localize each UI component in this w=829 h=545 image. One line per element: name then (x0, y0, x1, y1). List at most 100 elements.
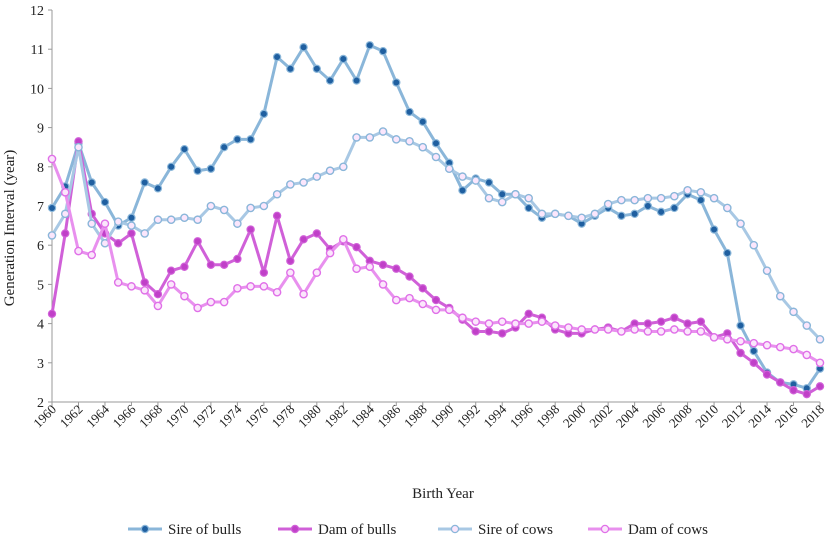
data-point (709, 333, 719, 342)
x-tick-label: 2002 (586, 402, 615, 431)
legend: Sire of bulls Dam of bulls Sire of cows Dam… (128, 522, 708, 538)
data-point (723, 248, 732, 258)
data-point (683, 327, 692, 336)
x-tick-label: 1978 (268, 402, 297, 431)
data-point (166, 215, 176, 225)
data-point (789, 344, 798, 354)
legend-swatch-marker (450, 524, 460, 534)
data-point (511, 319, 520, 328)
data-point (392, 78, 401, 87)
data-point (749, 346, 758, 356)
data-point (259, 268, 269, 277)
legend-swatch-marker (290, 524, 300, 534)
data-point (206, 297, 216, 307)
data-point (246, 225, 255, 234)
data-point (286, 256, 295, 266)
data-point (643, 319, 653, 328)
data-point (802, 389, 811, 399)
data-point (365, 41, 374, 50)
data-point (444, 164, 454, 174)
y-axis-label: Generation Interval (year) (2, 150, 18, 307)
y-tick-label: 9 (37, 122, 44, 137)
legend-label: Dam of bulls (318, 522, 396, 538)
data-point (617, 195, 626, 205)
x-tick-label: 2008 (666, 402, 695, 431)
data-point (683, 319, 692, 328)
data-point (47, 231, 57, 240)
y-tick-label: 12 (30, 4, 44, 19)
data-point (405, 293, 414, 303)
data-point (497, 317, 507, 326)
data-point (339, 162, 348, 172)
data-point (643, 327, 653, 336)
data-point (391, 135, 401, 144)
data-point (299, 289, 308, 299)
data-point (405, 107, 414, 117)
data-point (153, 215, 163, 225)
data-point (670, 191, 679, 201)
data-point (776, 378, 785, 387)
data-point (60, 209, 70, 219)
x-tick-label: 2006 (639, 401, 668, 430)
data-point (498, 190, 507, 199)
x-tick-label: 2000 (560, 402, 589, 431)
data-point (193, 215, 202, 225)
data-point (789, 307, 798, 317)
data-point (127, 213, 136, 222)
data-point (352, 264, 361, 274)
data-point (484, 327, 494, 336)
data-point (206, 164, 216, 173)
data-point (299, 235, 308, 244)
data-point (617, 327, 626, 336)
data-point (524, 319, 533, 328)
data-point (696, 327, 706, 336)
series-sire-of-bulls (47, 41, 825, 393)
data-point (590, 209, 600, 219)
data-point (47, 154, 57, 164)
data-point (365, 262, 375, 272)
data-point (352, 242, 361, 252)
data-point (471, 327, 480, 336)
data-point (537, 317, 547, 326)
data-point (153, 301, 163, 311)
data-point (696, 195, 706, 205)
data-point (643, 193, 653, 203)
data-point (537, 209, 547, 219)
data-point (272, 52, 282, 62)
data-point (60, 187, 70, 197)
data-point (312, 229, 322, 238)
data-point (246, 282, 255, 291)
x-tick-label: 1968 (136, 402, 165, 431)
data-point (352, 133, 361, 142)
x-tick-label: 1964 (83, 401, 112, 430)
data-point (233, 284, 242, 293)
x-tick-label: 1972 (189, 402, 218, 431)
y-tick-label: 2 (37, 396, 44, 411)
data-point (193, 166, 202, 175)
data-point (524, 309, 533, 318)
data-point (352, 76, 361, 85)
data-point (775, 291, 785, 301)
data-point (656, 317, 666, 326)
data-point (246, 135, 255, 144)
data-point (815, 334, 825, 344)
data-point (418, 117, 427, 126)
data-point (736, 321, 745, 330)
data-point (656, 193, 666, 203)
data-point (471, 176, 481, 185)
data-point (696, 317, 706, 326)
data-point (219, 297, 229, 307)
x-axis-label: Birth Year (412, 486, 474, 502)
x-tick-label: 2014 (745, 401, 774, 430)
x-tick-label: 1960 (30, 402, 59, 431)
data-point (789, 386, 798, 395)
data-point (749, 240, 759, 250)
legend-swatch-marker (600, 524, 610, 534)
data-point (272, 189, 282, 199)
data-point (590, 325, 600, 334)
data-point (47, 203, 57, 213)
x-tick-label: 1988 (401, 402, 430, 431)
data-point (709, 193, 719, 203)
data-point (458, 186, 467, 195)
y-tick-label: 10 (30, 82, 44, 97)
